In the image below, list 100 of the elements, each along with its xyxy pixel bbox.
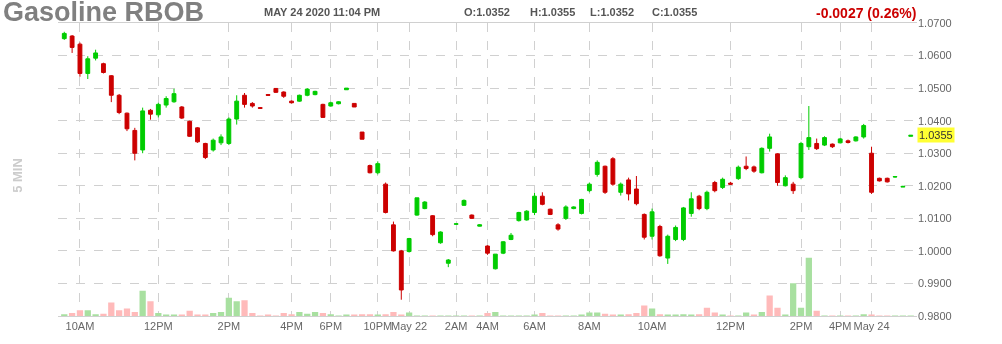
text: -0.0027 (0.26%): [816, 5, 917, 21]
text: L:1.0352: [590, 6, 635, 18]
candlestick: [837, 137, 843, 144]
text: MAY 24 2020 11:04 PM: [264, 6, 381, 18]
bar: [76, 310, 84, 316]
bar: [405, 312, 413, 316]
candlestick: [375, 160, 381, 175]
candlestick: [140, 107, 146, 154]
candlestick: [328, 101, 334, 108]
x-tick-label: 8AM: [578, 320, 601, 333]
candlestick: [524, 209, 530, 222]
candlestick: [618, 182, 624, 197]
candlestick: [775, 152, 780, 187]
bar: [139, 290, 146, 316]
bar: [210, 313, 217, 316]
candlestick: [202, 142, 208, 160]
candlestick: [469, 213, 475, 220]
candlestick: [806, 105, 812, 151]
candlestick: [681, 206, 686, 242]
text: H:1.0355: [530, 6, 576, 18]
candlestick: [665, 234, 671, 265]
candlestick: [594, 159, 600, 178]
y-tick-label: 0.9800: [918, 309, 952, 322]
bar: [492, 311, 499, 316]
candlestick: [547, 208, 553, 216]
candlestick: [367, 164, 373, 174]
candlestick: [492, 253, 498, 270]
bar: [797, 307, 805, 316]
y-tick-label: 1.0700: [918, 16, 952, 29]
candlestick: [242, 92, 247, 109]
candlestick: [790, 181, 796, 195]
candlestick: [85, 55, 91, 80]
candlestick: [210, 138, 216, 153]
bar: [68, 313, 76, 316]
candlestick: [876, 177, 882, 183]
chart-title: Gasoline RBOB: [3, 0, 205, 27]
y-tick-label: 1.0200: [918, 179, 952, 192]
x-tick-label: 2PM: [789, 320, 813, 333]
candlestick: [461, 198, 467, 207]
candlestick: [673, 225, 679, 242]
candlestick: [798, 141, 804, 180]
candlestick: [289, 99, 294, 104]
bar: [147, 301, 154, 316]
candlestick: [626, 177, 631, 201]
candlestick: [767, 133, 773, 153]
bar: [648, 308, 656, 316]
candlestick: [814, 138, 820, 151]
bar: [225, 297, 232, 316]
candlestick: [398, 249, 404, 301]
candlestick: [900, 185, 906, 188]
candlestick: [571, 205, 577, 210]
candlestick: [171, 88, 177, 104]
candlestick: [453, 222, 459, 226]
y-tick-label: 1.0500: [918, 81, 952, 94]
candlestick: [641, 212, 647, 240]
candlestick: [688, 191, 694, 218]
text: O:1.0352: [464, 6, 510, 18]
candlestick: [908, 134, 914, 137]
candlestick: [892, 175, 898, 179]
candlestick: [187, 120, 193, 138]
x-tick-label: 4PM: [280, 320, 303, 333]
candlestick: [438, 230, 443, 245]
candlestick: [359, 131, 365, 140]
bar: [217, 311, 225, 316]
y-tick-label: 1.0000: [918, 244, 952, 257]
bar: [703, 307, 711, 316]
candlestick: [500, 240, 506, 255]
y-tick-label: 0.9900: [918, 277, 952, 290]
x-tick-label: 2AM: [444, 320, 468, 333]
candlestick: [234, 94, 240, 126]
candlestick: [281, 90, 287, 99]
candlestick: [853, 135, 859, 142]
bar: [484, 313, 491, 316]
candlestick: [69, 34, 75, 54]
candlestick: [101, 62, 106, 74]
bar: [311, 311, 319, 316]
candlestick: [155, 102, 161, 118]
candlestick: [539, 191, 545, 206]
x-tick-label: 10PM: [363, 320, 393, 333]
bar: [116, 310, 123, 316]
candlestick: [257, 106, 263, 110]
candlestick: [116, 93, 122, 115]
candlestick: [563, 204, 569, 221]
x-tick-label: 10AM: [637, 320, 667, 333]
text: C:1.0355: [652, 6, 698, 18]
y-tick-label: 1.0100: [918, 212, 952, 225]
candlestick: [869, 146, 874, 195]
candlestick: [712, 180, 718, 193]
candlestick: [179, 105, 185, 120]
candlestick: [735, 165, 741, 181]
bar: [743, 312, 750, 316]
candlestick: [414, 197, 420, 217]
x-tick-label: 4PM: [828, 320, 852, 333]
annotation: 1.0355: [919, 129, 953, 141]
candlestick: [132, 127, 138, 161]
bar: [813, 310, 820, 316]
x-tick-label: May 24: [853, 320, 890, 333]
candlestick: [743, 155, 749, 171]
x-tick-label: 2PM: [217, 320, 241, 333]
x-tick-label: 4AM: [476, 320, 499, 333]
